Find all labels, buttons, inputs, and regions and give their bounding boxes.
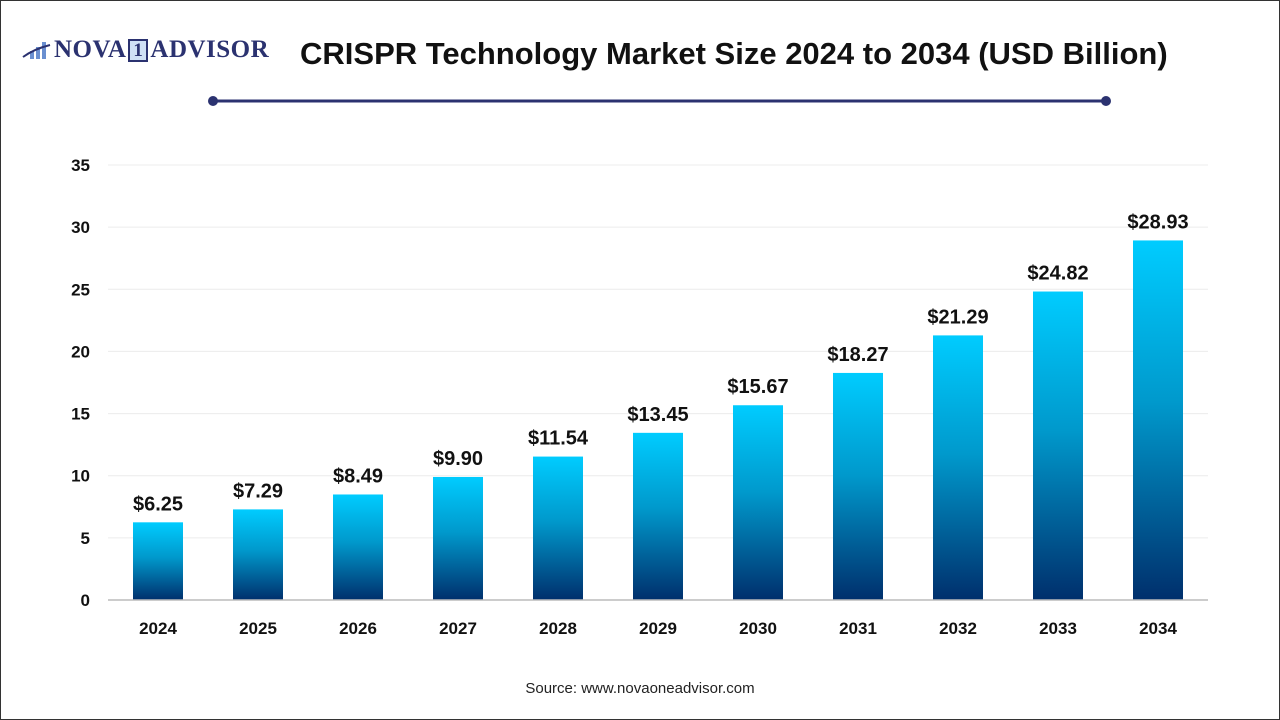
y-tick-label: 30 (71, 218, 90, 237)
bar-2032 (933, 335, 983, 600)
x-tick-label: 2031 (839, 619, 877, 638)
bar-2033 (1033, 291, 1083, 600)
x-tick-label: 2032 (939, 619, 977, 638)
title-rule-dot-right (1101, 96, 1111, 106)
title-rule-dot-left (208, 96, 218, 106)
bar-2031 (833, 372, 883, 600)
y-tick-label: 5 (81, 529, 90, 548)
data-label-2029: $13.45 (627, 404, 688, 426)
x-tick-label: 2026 (339, 619, 377, 638)
x-tick-label: 2033 (1039, 619, 1077, 638)
data-label-2033: $24.82 (1027, 263, 1088, 285)
chart-title: CRISPR Technology Market Size 2024 to 20… (300, 36, 1168, 71)
logo: NOVA 1 ADVISOR (22, 36, 269, 64)
data-label-2031: $18.27 (827, 344, 888, 366)
bar-chart-logo-icon (22, 42, 51, 59)
x-tick-label: 2030 (739, 619, 777, 638)
logo-text-advisor: ADVISOR (150, 36, 270, 63)
bar-2024 (133, 522, 183, 600)
data-label-2024: $6.25 (133, 493, 183, 515)
bar-2034 (1133, 240, 1183, 601)
bar-2027 (433, 476, 483, 600)
bar-2026 (333, 494, 383, 600)
data-label-2032: $21.29 (927, 306, 988, 328)
x-tick-label: 2034 (1139, 619, 1177, 638)
x-tick-label: 2027 (439, 619, 477, 638)
y-tick-label: 20 (71, 342, 90, 361)
data-label-2030: $15.67 (727, 376, 788, 398)
x-tick-label: 2029 (639, 619, 677, 638)
data-label-2028: $11.54 (528, 428, 589, 450)
y-tick-label: 35 (71, 156, 90, 175)
y-tick-label: 25 (71, 280, 90, 299)
x-tick-label: 2028 (539, 619, 577, 638)
bar-2028 (533, 456, 583, 600)
source-note: Source: www.novaoneadvisor.com (525, 680, 755, 697)
logo-text-one: 1 (128, 38, 149, 62)
data-label-2026: $8.49 (333, 465, 383, 487)
y-tick-label: 0 (81, 591, 90, 610)
logo-text-nova: NOVA (54, 36, 127, 63)
bar-2030 (733, 405, 783, 600)
y-tick-label: 10 (71, 467, 90, 486)
bar-2025 (233, 509, 283, 600)
data-label-2034: $28.93 (1127, 211, 1188, 233)
x-tick-label: 2025 (239, 619, 277, 638)
data-label-2025: $7.29 (233, 480, 283, 502)
bar-2029 (633, 432, 683, 600)
y-tick-label: 15 (71, 405, 90, 424)
data-label-2027: $9.90 (433, 448, 483, 470)
x-tick-label: 2024 (139, 619, 177, 638)
